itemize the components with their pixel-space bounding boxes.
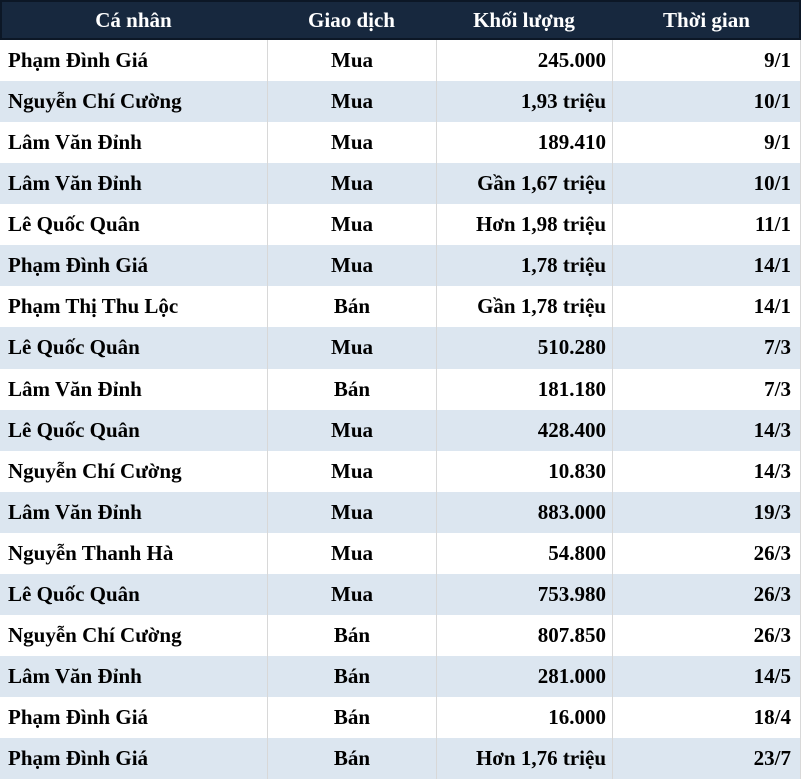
cell-ca_nhan: Phạm Đình Giá: [8, 253, 149, 278]
table-row: Nguyễn Chí Cường Mua 10.830 14/3: [0, 450, 801, 492]
cell-khoi_luong: 181.180: [436, 368, 612, 410]
cell-giao_dich: Mua: [267, 450, 436, 492]
cell-khoi_luong: Hơn 1,76 triệu: [436, 738, 612, 780]
cell-thoi_gian: 23/7: [612, 738, 801, 780]
table-row: Lâm Văn Đỉnh Mua 883.000 19/3: [0, 491, 801, 533]
column-header-khoi_luong: Khối lượng: [473, 7, 575, 32]
cell-giao_dich: Bán: [267, 614, 436, 656]
bottom-strip: [0, 779, 801, 783]
table-row: Phạm Đình Giá Bán Hơn 1,76 triệu 23/7: [0, 738, 801, 780]
cell-ca_nhan: Lâm Văn Đỉnh: [8, 499, 142, 524]
cell-giao_dich: Bán: [267, 655, 436, 697]
cell-giao_dich: Mua: [267, 409, 436, 451]
cell-khoi_luong: Gần 1,67 triệu: [436, 163, 612, 205]
table-row: Lê Quốc Quân Mua 753.980 26/3: [0, 573, 801, 615]
cell-khoi_luong: 281.000: [436, 655, 612, 697]
cell-giao_dich: Bán: [267, 738, 436, 780]
cell-giao_dich: Bán: [267, 368, 436, 410]
column-header-thoi_gian: Thời gian: [663, 7, 750, 32]
cell-khoi_luong: 189.410: [436, 122, 612, 164]
cell-khoi_luong: Gần 1,78 triệu: [436, 286, 612, 328]
cell-ca_nhan: Lâm Văn Đỉnh: [8, 130, 142, 155]
column-header-ca_nhan: Cá nhân: [95, 7, 172, 32]
table-row: Lâm Văn Đỉnh Bán 181.180 7/3: [0, 368, 801, 410]
cell-thoi_gian: 14/3: [612, 450, 801, 492]
cell-ca_nhan: Lâm Văn Đỉnh: [8, 663, 142, 688]
cell-khoi_luong: 807.850: [436, 614, 612, 656]
cell-thoi_gian: 14/5: [612, 655, 801, 697]
cell-khoi_luong: 1,93 triệu: [436, 81, 612, 123]
cell-khoi_luong: 883.000: [436, 491, 612, 533]
cell-khoi_luong: 10.830: [436, 450, 612, 492]
cell-thoi_gian: 11/1: [612, 204, 801, 246]
table-row: Phạm Đình Giá Bán 16.000 18/4: [0, 697, 801, 739]
cell-ca_nhan: Lê Quốc Quân: [8, 417, 140, 442]
column-header-giao_dich: Giao dịch: [308, 7, 395, 32]
cell-thoi_gian: 7/3: [612, 327, 801, 369]
cell-giao_dich: Mua: [267, 532, 436, 574]
table-row: Lê Quốc Quân Mua 510.280 7/3: [0, 327, 801, 369]
cell-thoi_gian: 19/3: [612, 491, 801, 533]
cell-ca_nhan: Phạm Đình Giá: [8, 48, 149, 73]
cell-giao_dich: Mua: [267, 491, 436, 533]
cell-giao_dich: Bán: [267, 286, 436, 328]
cell-thoi_gian: 10/1: [612, 81, 801, 123]
cell-giao_dich: Mua: [267, 204, 436, 246]
cell-thoi_gian: 7/3: [612, 368, 801, 410]
cell-ca_nhan: Lê Quốc Quân: [8, 335, 140, 360]
cell-ca_nhan: Lê Quốc Quân: [8, 581, 140, 606]
cell-giao_dich: Mua: [267, 163, 436, 205]
cell-thoi_gian: 14/1: [612, 286, 801, 328]
table-row: Phạm Đình Giá Mua 1,78 triệu 14/1: [0, 245, 801, 287]
cell-ca_nhan: Phạm Đình Giá: [8, 705, 149, 730]
table-row: Phạm Thị Thu Lộc Bán Gần 1,78 triệu 14/1: [0, 286, 801, 328]
cell-thoi_gian: 9/1: [612, 122, 801, 164]
cell-ca_nhan: Nguyễn Chí Cường: [8, 622, 182, 647]
cell-giao_dich: Mua: [267, 245, 436, 287]
cell-ca_nhan: Phạm Thị Thu Lộc: [8, 294, 179, 319]
cell-khoi_luong: 245.000: [436, 40, 612, 82]
cell-giao_dich: Mua: [267, 40, 436, 82]
table-row: Lâm Văn Đỉnh Mua Gần 1,67 triệu 10/1: [0, 163, 801, 205]
cell-khoi_luong: 753.980: [436, 573, 612, 615]
cell-khoi_luong: Hơn 1,98 triệu: [436, 204, 612, 246]
cell-ca_nhan: Nguyễn Chí Cường: [8, 458, 182, 483]
table-row: Lê Quốc Quân Mua 428.400 14/3: [0, 409, 801, 451]
cell-thoi_gian: 26/3: [612, 573, 801, 615]
cell-giao_dich: Mua: [267, 327, 436, 369]
table-row: Lê Quốc Quân Mua Hơn 1,98 triệu 11/1: [0, 204, 801, 246]
table-row: Lâm Văn Đỉnh Mua 189.410 9/1: [0, 122, 801, 164]
table-body: Phạm Đình Giá Mua 245.000 9/1 Nguyễn Chí Cườ…: [0, 40, 801, 780]
cell-ca_nhan: Nguyễn Thanh Hà: [8, 540, 174, 565]
cell-khoi_luong: 16.000: [436, 697, 612, 739]
cell-giao_dich: Mua: [267, 573, 436, 615]
cell-giao_dich: Mua: [267, 122, 436, 164]
table-row: Nguyễn Thanh Hà Mua 54.800 26/3: [0, 532, 801, 574]
cell-thoi_gian: 26/3: [612, 614, 801, 656]
cell-thoi_gian: 26/3: [612, 532, 801, 574]
cell-ca_nhan: Phạm Đình Giá: [8, 746, 149, 771]
table-row: Phạm Đình Giá Mua 245.000 9/1: [0, 40, 801, 82]
table-row: Nguyễn Chí Cường Bán 807.850 26/3: [0, 614, 801, 656]
table-row: Nguyễn Chí Cường Mua 1,93 triệu 10/1: [0, 81, 801, 123]
table-row: Lâm Văn Đỉnh Bán 281.000 14/5: [0, 655, 801, 697]
cell-ca_nhan: Nguyễn Chí Cường: [8, 89, 182, 114]
cell-ca_nhan: Lâm Văn Đỉnh: [8, 376, 142, 401]
cell-giao_dich: Bán: [267, 697, 436, 739]
cell-thoi_gian: 14/1: [612, 245, 801, 287]
cell-thoi_gian: 18/4: [612, 697, 801, 739]
table-header-row: Cá nhân Giao dịch Khối lượng Thời gian: [0, 0, 801, 40]
cell-thoi_gian: 14/3: [612, 409, 801, 451]
cell-ca_nhan: Lê Quốc Quân: [8, 212, 140, 237]
cell-khoi_luong: 510.280: [436, 327, 612, 369]
cell-giao_dich: Mua: [267, 81, 436, 123]
cell-ca_nhan: Lâm Văn Đỉnh: [8, 171, 142, 196]
cell-thoi_gian: 10/1: [612, 163, 801, 205]
cell-khoi_luong: 428.400: [436, 409, 612, 451]
cell-khoi_luong: 1,78 triệu: [436, 245, 612, 287]
cell-thoi_gian: 9/1: [612, 40, 801, 82]
cell-khoi_luong: 54.800: [436, 532, 612, 574]
